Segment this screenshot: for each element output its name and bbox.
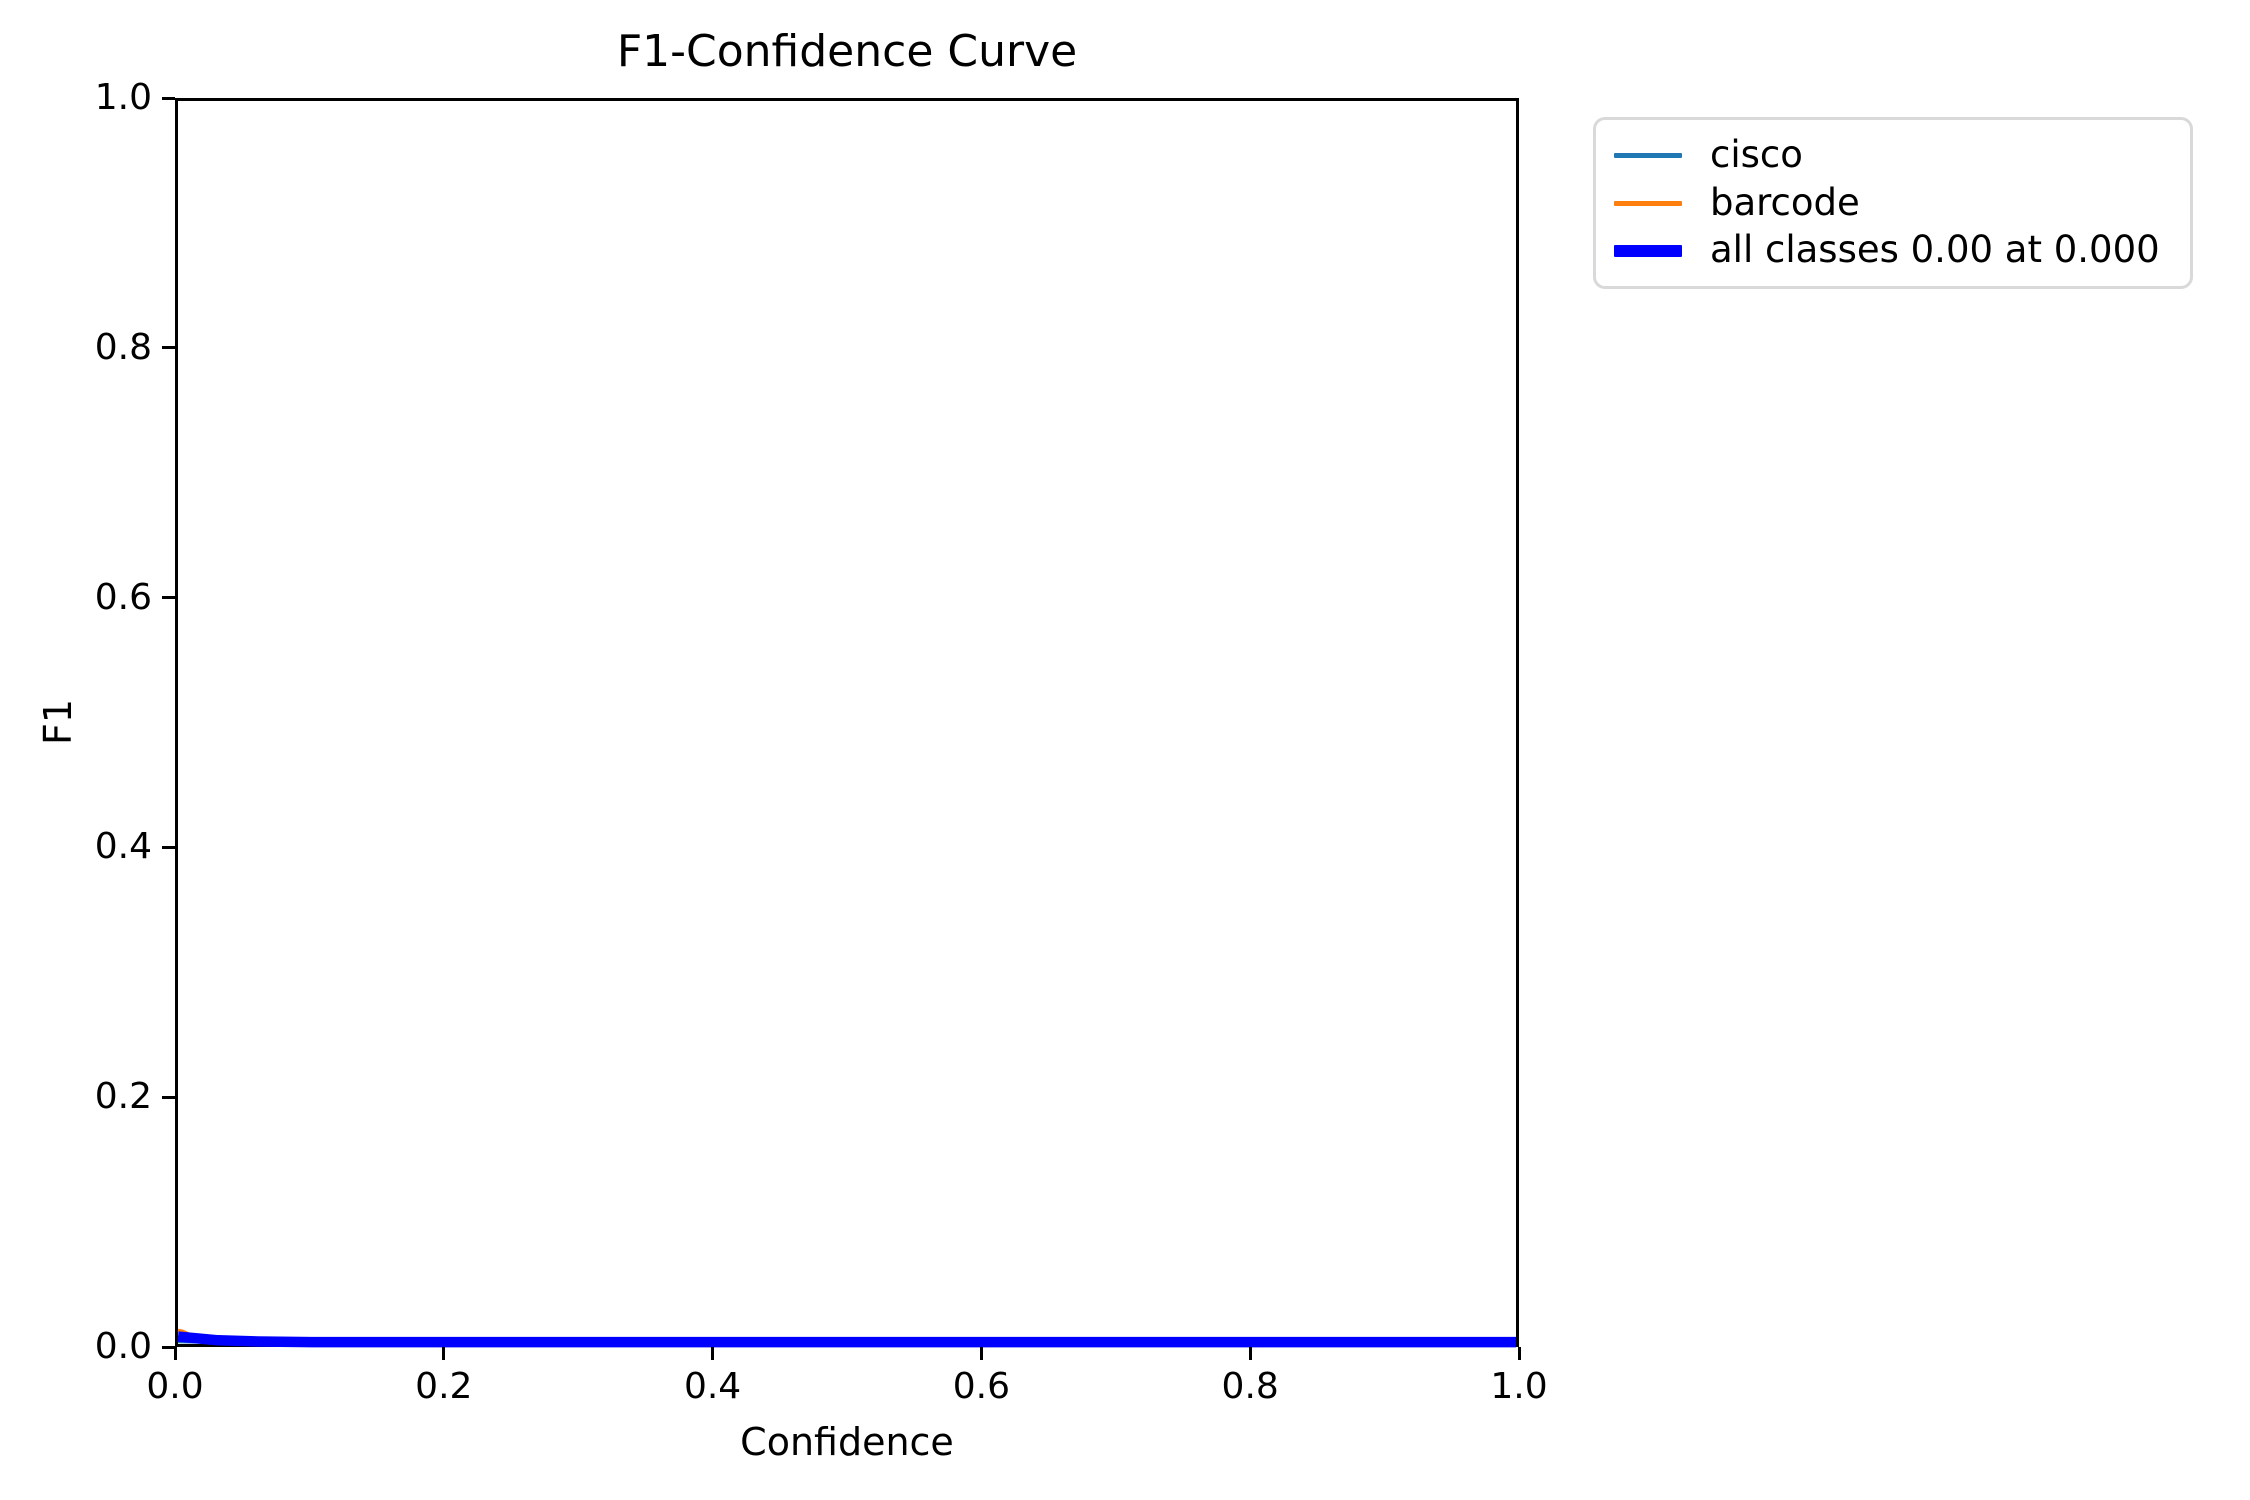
chart-title: F1-Confidence Curve [616, 26, 1078, 77]
x-tick-mark [1517, 1347, 1521, 1360]
y-tick-label: 0.4 [94, 826, 152, 868]
y-tick-mark [162, 596, 175, 600]
y-tick-label: 0.2 [94, 1076, 152, 1118]
x-tick-label: 0.4 [683, 1366, 742, 1407]
y-tick-label: 0.0 [94, 1326, 152, 1368]
x-tick-mark [1248, 1347, 1252, 1360]
barcode-line-swatch [1614, 200, 1682, 206]
series-line-2 [177, 1331, 1516, 1348]
y-tick-mark [162, 1345, 175, 1349]
y-tick-mark [162, 96, 175, 100]
y-tick-label: 1.0 [94, 77, 152, 119]
x-tick-mark [979, 1347, 983, 1360]
x-tick-mark [442, 1347, 446, 1360]
legend-item-cisco: cisco [1614, 132, 2180, 176]
x-tick-label: 0.6 [952, 1366, 1011, 1407]
y-axis-label: F1 [36, 698, 80, 746]
legend-item-all-classes: all classes 0.00 at 0.000 [1614, 230, 2180, 271]
cisco-line-swatch [1614, 152, 1682, 158]
x-tick-label: 0.0 [146, 1366, 204, 1407]
legend-label-cisco: cisco [1710, 132, 1803, 176]
x-tick-mark [173, 1347, 177, 1360]
all-classes-line-swatch [1614, 244, 1682, 257]
x-tick-label: 1.0 [1490, 1366, 1548, 1407]
data-lines-svg [177, 1328, 1516, 1348]
y-tick-mark [162, 845, 175, 849]
legend-item-barcode: barcode [1614, 180, 2180, 224]
legend-label-all-classes: all classes 0.00 at 0.000 [1710, 228, 2160, 272]
y-tick-mark [162, 346, 175, 350]
x-tick-mark [711, 1347, 715, 1360]
legend-box: cisco barcode all classes 0.00 at 0.000 [1593, 117, 2193, 289]
x-axis-label: Confidence [740, 1420, 954, 1464]
legend-label-barcode: barcode [1710, 180, 1860, 224]
x-tick-label: 0.2 [415, 1366, 473, 1407]
y-tick-mark [162, 1095, 175, 1099]
x-tick-label: 0.8 [1221, 1366, 1279, 1407]
y-tick-label: 0.6 [94, 576, 152, 618]
y-tick-label: 0.8 [94, 327, 152, 368]
plot-area [175, 98, 1519, 1348]
